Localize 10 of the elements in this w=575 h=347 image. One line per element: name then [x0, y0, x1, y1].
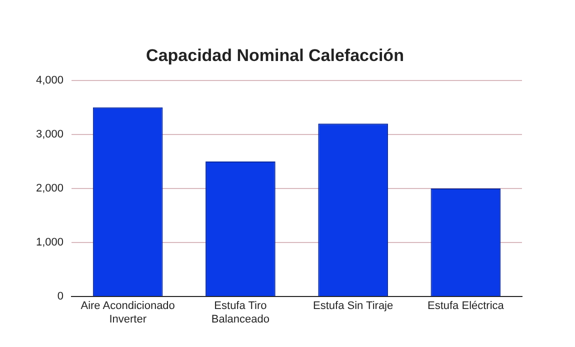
y-tick-label: 1,000: [36, 236, 64, 249]
x-tick-label: Estufa Eléctrica: [427, 300, 505, 312]
x-tick-label: Estufa Tiro Balanceado: [211, 300, 270, 326]
chart-title: Capacidad Nominal Calefacción: [146, 46, 404, 65]
y-tick-label: 4,000: [36, 74, 64, 86]
y-tick-label: 0: [57, 290, 64, 303]
y-tick-label: 2,000: [36, 182, 64, 195]
y-tick-label: 3,000: [36, 128, 64, 140]
x-tick-label: Estufa Sin Tiraje: [313, 300, 394, 312]
x-tick-label: Aire Acondicionado Inverter: [80, 300, 175, 326]
